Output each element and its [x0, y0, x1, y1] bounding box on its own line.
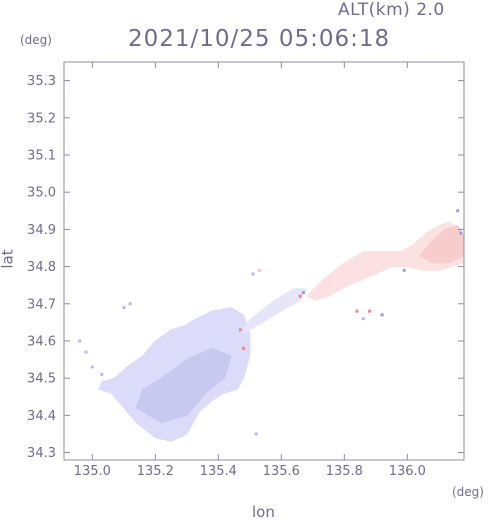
- speckle-point: [254, 432, 258, 436]
- altitude-label: ALT(km) 2.0: [338, 0, 445, 20]
- y-tick-label: 34.7: [27, 297, 56, 312]
- speckle-point: [355, 309, 359, 313]
- region-coastal-transition: [242, 288, 308, 335]
- speckle-point: [402, 268, 406, 272]
- x-tick-label: 135.2: [137, 464, 174, 479]
- data-regions: [97, 221, 465, 442]
- speckle-point: [459, 231, 463, 235]
- speckle-point: [380, 313, 384, 317]
- x-tick-label: 135.8: [326, 464, 363, 479]
- timestamp-title: 2021/10/25 05:06:18: [128, 26, 391, 52]
- speckle-point: [100, 372, 104, 376]
- x-axis-unit: (deg): [452, 485, 484, 499]
- y-tick-label: 34.5: [27, 372, 56, 387]
- y-axis-ticks: 34.3 34.4 34.5 34.6 34.7 34.8 34.9 35.0 35.1 35.2…: [27, 74, 464, 461]
- y-axis-unit: (deg): [20, 33, 52, 47]
- y-tick-label: 34.6: [27, 334, 56, 349]
- plot-frame: [63, 61, 465, 461]
- speckle-point: [298, 294, 302, 298]
- speckle-point: [238, 328, 242, 332]
- x-tick-label: 136.0: [389, 464, 426, 479]
- y-tick-label: 35.0: [27, 186, 56, 201]
- y-tick-label: 34.4: [27, 409, 56, 424]
- speckle-point: [78, 339, 82, 343]
- speckle-point: [361, 317, 365, 321]
- speckle-point: [128, 302, 132, 306]
- speckle-point: [242, 346, 245, 350]
- y-tick-label: 35.2: [27, 111, 56, 126]
- data-speckles: [78, 209, 463, 436]
- region-osaka-bay-darker-core: [135, 347, 232, 424]
- x-tick-label: 135.4: [200, 464, 237, 479]
- y-tick-label: 34.9: [27, 223, 56, 238]
- y-tick-label: 35.3: [27, 74, 56, 89]
- speckle-point: [90, 365, 94, 369]
- y-tick-label: 34.3: [27, 446, 56, 461]
- x-tick-label: 135.6: [263, 464, 300, 479]
- y-tick-label: 35.1: [27, 148, 56, 163]
- x-tick-label: 135.0: [74, 464, 111, 479]
- speckle-point: [84, 350, 88, 354]
- speckle-point: [301, 291, 305, 295]
- speckle-point: [251, 272, 255, 276]
- speckle-point: [257, 268, 261, 272]
- speckle-point: [456, 209, 460, 213]
- x-axis-ticks: 135.0 135.2 135.4 135.6 135.8 136.0: [74, 62, 426, 479]
- x-axis-label: lon: [252, 503, 275, 521]
- speckle-point: [122, 306, 126, 309]
- y-tick-label: 34.8: [27, 260, 56, 275]
- speckle-point: [368, 309, 371, 313]
